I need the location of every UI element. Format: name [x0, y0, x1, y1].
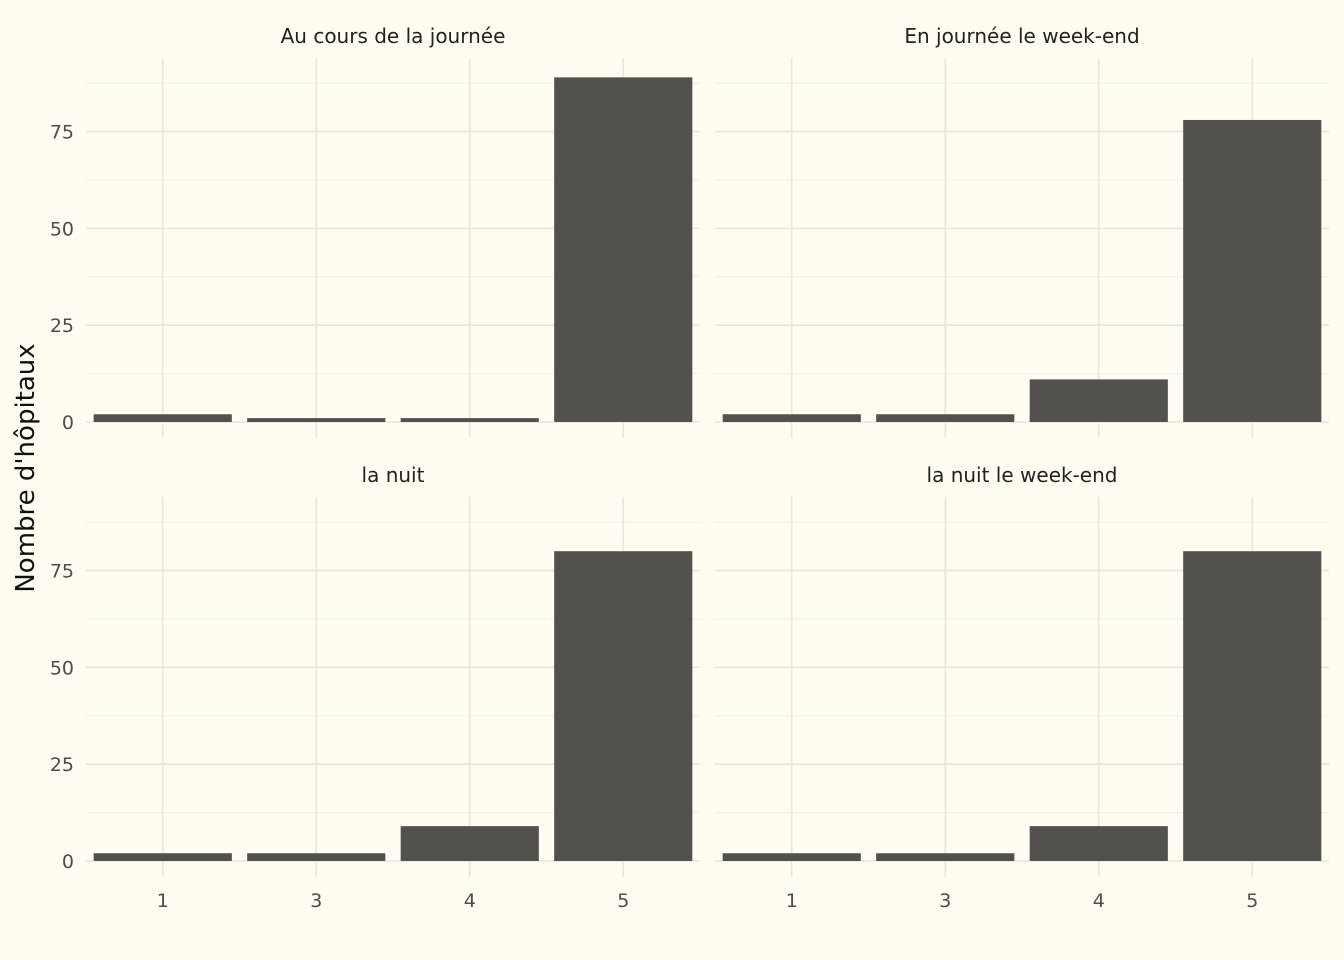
y-tick-label: 25 [50, 754, 74, 776]
bar-5 [554, 551, 693, 861]
bar-1 [722, 853, 861, 861]
bar-5 [1183, 551, 1322, 861]
bar-1 [93, 414, 232, 422]
y-tick-label: 75 [50, 122, 74, 144]
bar-3 [247, 853, 386, 861]
y-tick-label: 75 [50, 561, 74, 583]
bar-4 [1029, 379, 1168, 422]
bar-3 [247, 418, 386, 422]
panel-4: la nuit le week-end 1 3 4 5 [715, 463, 1329, 912]
bar-5 [1183, 119, 1322, 422]
bar-1 [722, 414, 861, 422]
x-tick-label: 3 [310, 890, 322, 912]
panel-title: la nuit [362, 463, 425, 487]
panel-3: la nuit 0 25 50 75 1 3 4 5 [50, 463, 700, 912]
y-tick-label: 50 [50, 657, 74, 679]
bar-4 [400, 418, 539, 422]
bar-4 [1029, 826, 1168, 861]
bar-1 [93, 853, 232, 861]
x-tick-label: 5 [617, 890, 629, 912]
x-tick-label: 5 [1246, 890, 1258, 912]
x-tick-label: 4 [464, 890, 476, 912]
y-tick-label: 50 [50, 218, 74, 240]
y-tick-label: 0 [62, 851, 74, 873]
panel-title: la nuit le week-end [927, 463, 1118, 487]
panel-title: Au cours de la journée [281, 24, 506, 48]
x-tick-label: 1 [786, 890, 798, 912]
panel-1: Au cours de la journée 0 25 50 75 [50, 24, 700, 438]
y-axis-label: Nombre d'hôpitaux [11, 343, 41, 592]
panel-title: En journée le week-end [904, 24, 1139, 48]
y-tick-label: 0 [62, 412, 74, 434]
bar-3 [876, 853, 1015, 861]
x-tick-label: 1 [157, 890, 169, 912]
bar-4 [400, 826, 539, 861]
bar-5 [554, 77, 693, 423]
x-tick-label: 3 [939, 890, 951, 912]
x-tick-label: 4 [1093, 890, 1105, 912]
bar-3 [876, 414, 1015, 422]
y-tick-label: 25 [50, 315, 74, 337]
panel-2: En journée le week-end [715, 24, 1329, 438]
